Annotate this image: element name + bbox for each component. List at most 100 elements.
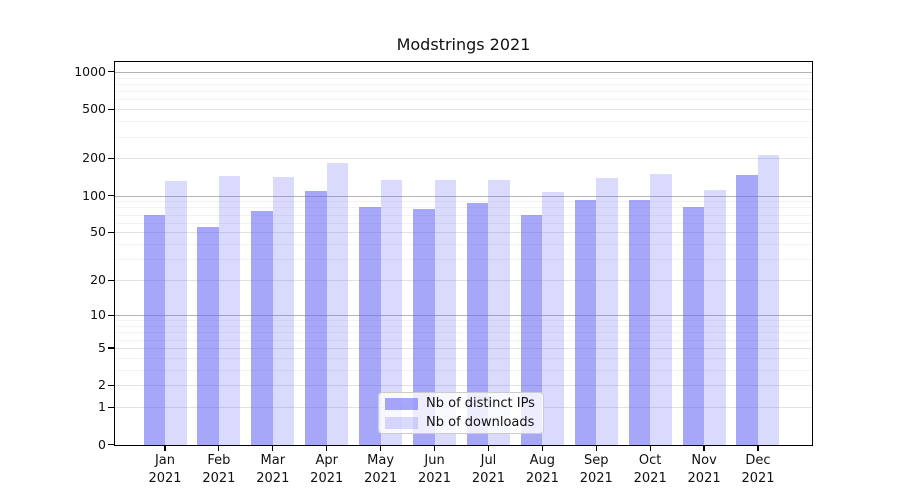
bar-downloads-jan-2021: [165, 181, 187, 445]
y-tick-mark: [108, 194, 115, 197]
gridline-minor: [115, 357, 812, 359]
x-tick-label-line: 2021: [579, 470, 613, 486]
gridline-minor: [115, 244, 812, 246]
x-tick-label: Mar 2021: [238, 452, 308, 487]
bar-downloads-mar-2021: [272, 176, 295, 445]
gridline-major: [115, 315, 812, 317]
bar-downloads-nov-2021: [704, 190, 726, 445]
y-tick-mark: [108, 384, 115, 386]
x-tick-label-line: 2021: [525, 470, 559, 486]
legend-label-downloads: Nb of downloads: [426, 415, 535, 430]
x-tick-mark: [595, 445, 597, 452]
legend-swatch-downloads-icon: [385, 416, 418, 429]
bar-downloads-jul-2021: [488, 180, 510, 445]
x-tick-label: Nov 2021: [669, 452, 739, 487]
y-tick-label: 1: [98, 399, 106, 415]
bar-downloads-feb-2021: [218, 175, 241, 445]
x-tick-label-line: 2021: [256, 470, 290, 486]
bar-downloads-aug-2021: [542, 192, 564, 445]
gridline-minor: [115, 99, 812, 101]
bar-downloads-sep-2021: [596, 178, 618, 445]
y-tick-mark: [108, 71, 115, 73]
legend-label-distinct-ips: Nb of distinct IPs: [426, 396, 535, 411]
gridline-minor: [115, 77, 812, 79]
gridline-minor: [115, 259, 812, 261]
y-tick-label: 500: [82, 101, 106, 117]
x-tick-label-line: Sep: [584, 453, 609, 468]
bar-distinct-ips-mar-2021: [251, 210, 273, 445]
y-tick-label: 200: [82, 150, 106, 166]
x-tick-label-line: 2021: [148, 470, 182, 486]
x-tick-mark: [487, 445, 490, 452]
bar-distinct-ips-jun-2021: [413, 208, 435, 445]
legend-item-distinct-ips: Nb of distinct IPs: [385, 395, 537, 412]
gridline-minor: [115, 83, 812, 85]
x-tick-label-line: May: [367, 453, 395, 468]
x-tick-label-line: Oct: [638, 453, 662, 468]
x-tick-label: Apr 2021: [292, 452, 362, 487]
x-tick-mark: [703, 445, 705, 452]
y-tick-mark: [108, 231, 115, 234]
y-tick-label: 50: [90, 224, 106, 240]
gridline: [115, 109, 812, 111]
gridline-minor: [115, 369, 812, 371]
gridline-minor: [115, 332, 812, 334]
bar-downloads-oct-2021: [650, 173, 672, 445]
x-tick-label-line: 2021: [202, 470, 236, 486]
legend: Nb of distinct IPs Nb of downloads: [378, 392, 544, 434]
bar-downloads-dec-2021: [757, 154, 780, 445]
gridline-minor: [115, 136, 812, 138]
gridline-minor: [115, 222, 812, 224]
bar-distinct-ips-sep-2021: [574, 200, 597, 445]
x-tick-label-line: Nov: [691, 453, 717, 468]
gridline-minor: [115, 91, 812, 93]
x-tick-mark: [326, 445, 328, 452]
plot-area: [115, 62, 812, 445]
x-tick-label-line: 2021: [417, 470, 452, 486]
gridline: [115, 232, 812, 234]
y-tick-mark: [108, 279, 115, 281]
gridline: [115, 347, 812, 349]
gridline-major: [115, 195, 812, 197]
x-tick-label: Oct 2021: [615, 452, 685, 487]
gridline-minor: [115, 320, 812, 322]
legend-item-downloads: Nb of downloads: [385, 414, 537, 431]
gridline: [115, 280, 812, 282]
x-tick-label: Aug 2021: [507, 452, 577, 487]
gridline-minor: [115, 201, 812, 203]
x-tick-label-line: 2021: [687, 470, 721, 486]
x-tick-mark: [218, 445, 220, 452]
bar-distinct-ips-may-2021: [359, 207, 381, 445]
gridline-minor: [115, 214, 812, 216]
bar-distinct-ips-nov-2021: [682, 207, 705, 445]
bar-distinct-ips-apr-2021: [305, 191, 327, 445]
y-tick-label: 2: [98, 377, 106, 393]
x-tick-label-line: Mar: [260, 453, 286, 468]
y-tick-mark: [108, 347, 115, 349]
x-tick-label: Jul 2021: [453, 452, 523, 487]
x-tick-label-line: 2021: [633, 470, 667, 486]
gridline-minor: [115, 207, 812, 209]
x-tick-mark: [380, 445, 382, 452]
bar-downloads-apr-2021: [326, 162, 349, 445]
x-tick-mark: [433, 445, 436, 452]
gridline-minor: [115, 339, 812, 341]
x-tick-mark: [541, 445, 543, 452]
y-tick-mark: [108, 444, 115, 446]
x-tick-label: Sep 2021: [561, 452, 631, 487]
x-tick-mark: [272, 445, 274, 452]
x-tick-label-line: Feb: [207, 453, 231, 468]
y-tick-mark: [108, 406, 115, 408]
gridline-minor: [115, 121, 812, 123]
gridline-major: [115, 71, 812, 73]
x-tick-label-line: 2021: [471, 470, 505, 486]
bar-downloads-may-2021: [380, 179, 403, 445]
y-tick-mark: [108, 157, 115, 160]
x-tick-label: Feb 2021: [184, 452, 254, 487]
legend-swatch-distinct-ips-icon: [385, 397, 418, 410]
y-tick-label: 5: [98, 339, 106, 355]
bar-downloads-jun-2021: [434, 180, 457, 445]
x-tick-label: Jan 2021: [130, 452, 200, 487]
y-tick-label: 0: [98, 436, 106, 452]
y-tick-label: 20: [90, 272, 106, 288]
